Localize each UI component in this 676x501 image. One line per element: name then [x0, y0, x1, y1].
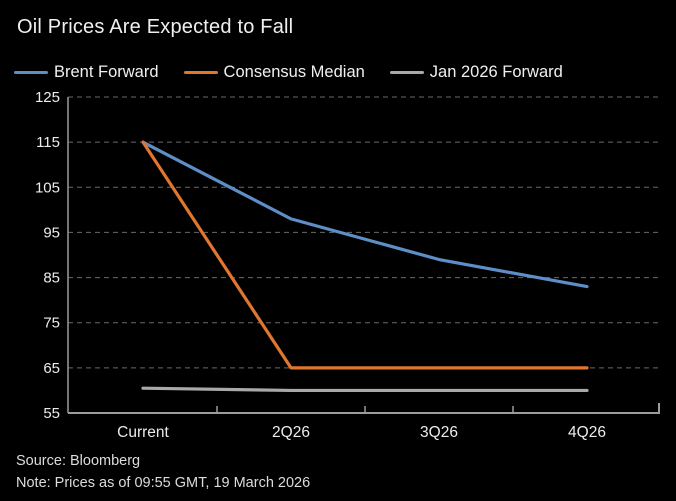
- series-line-brent-forward: [141, 140, 589, 289]
- note-text: Note: Prices as of 09:55 GMT, 19 March 2…: [16, 475, 311, 491]
- y-tick-label: 115: [36, 134, 60, 151]
- y-tick-label: 75: [43, 315, 60, 332]
- y-tick-label: 65: [43, 360, 60, 377]
- y-tick-label: 105: [35, 179, 60, 196]
- legend-label-brent-forward: Brent Forward: [54, 63, 159, 81]
- brent-forward-line-swatch: [14, 71, 48, 74]
- legend-item-jan-2026-forward: Jan 2026 Forward: [389, 63, 563, 82]
- legend-item-brent-forward: Brent Forward: [14, 63, 159, 82]
- x-tick-label: 3Q26: [420, 424, 458, 441]
- y-tick-label: 85: [43, 270, 60, 287]
- legend: Brent Forward Consensus Median Jan 2026 …: [14, 63, 563, 82]
- x-tick-label: Current: [117, 424, 169, 441]
- source-text: Source: Bloomberg: [16, 453, 141, 469]
- legend-item-consensus-median: Consensus Median: [183, 63, 365, 82]
- legend-label-jan-2026-forward: Jan 2026 Forward: [429, 63, 563, 81]
- consensus-median-line-swatch: [183, 71, 218, 74]
- chart-footer: Source: Bloomberg Note: Prices as of 09:…: [16, 450, 310, 494]
- jan-2026-forward-line-swatch: [389, 71, 424, 74]
- series-line-consensus-median: [141, 140, 589, 370]
- legend-label-consensus-median: Consensus Median: [223, 63, 365, 81]
- chart-title: Oil Prices Are Expected to Fall: [17, 16, 294, 38]
- x-tick-label: 2Q26: [272, 424, 310, 441]
- y-tick-label: 125: [35, 89, 60, 106]
- x-tick-label: 4Q26: [568, 424, 606, 441]
- series-line-jan-2026-forward: [141, 386, 589, 393]
- y-tick-label: 95: [43, 224, 60, 241]
- y-tick-label: 55: [43, 405, 60, 422]
